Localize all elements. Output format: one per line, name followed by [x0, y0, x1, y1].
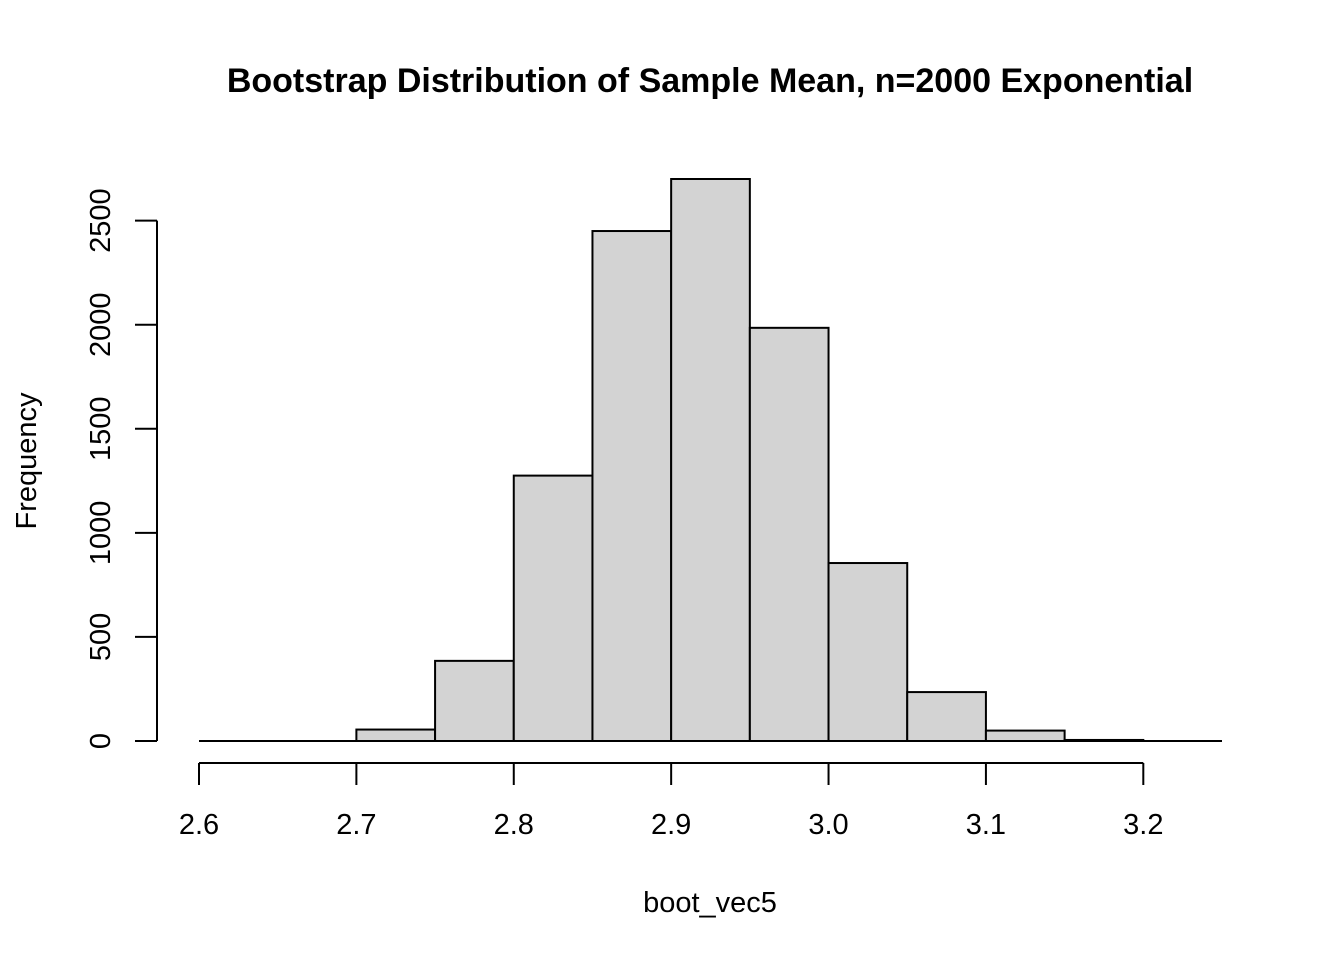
x-tick-label: 3.2 [1123, 809, 1163, 841]
x-tick-label: 2.8 [494, 809, 534, 841]
histogram-bar [748, 326, 830, 742]
y-tick-label: 2000 [85, 292, 117, 357]
histogram-bar [591, 230, 673, 742]
y-axis-label: Frequency [11, 392, 43, 530]
histogram-bar [434, 659, 515, 743]
x-tick-label: 2.7 [336, 809, 376, 841]
x-axis-label: boot_vec5 [643, 887, 777, 919]
y-tick-label: 0 [85, 733, 117, 749]
y-axis: 0 500 1000 1500 2000 2500 [85, 188, 158, 749]
x-tick-label: 3.0 [808, 809, 848, 841]
y-tick-label: 2500 [85, 188, 117, 253]
histogram-bar [827, 562, 909, 742]
chart-title: Bootstrap Distribution of Sample Mean, n… [227, 62, 1193, 100]
y-tick-label: 500 [85, 613, 117, 661]
y-tick-label: 1000 [85, 501, 117, 566]
histogram-bar [906, 691, 987, 743]
x-tick-label: 2.9 [651, 809, 691, 841]
histogram-bar [512, 474, 594, 742]
x-tick-label: 3.1 [966, 809, 1006, 841]
histogram-bar [670, 178, 751, 742]
x-axis: 2.6 2.7 2.8 2.9 3.0 3.1 3.2 [179, 762, 1163, 841]
y-tick-label: 1500 [85, 397, 117, 462]
histogram-bar [355, 728, 437, 743]
histogram-bar [984, 729, 1066, 742]
x-tick-label: 2.6 [179, 809, 219, 841]
bars-group [355, 178, 1145, 743]
